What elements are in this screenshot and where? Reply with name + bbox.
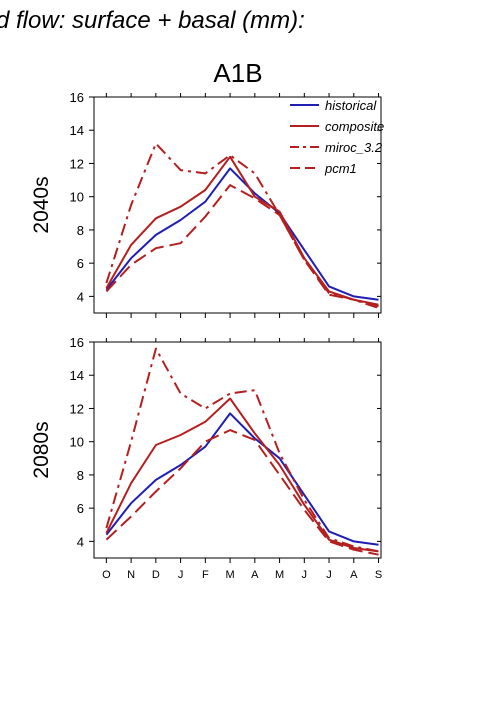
legend-label: miroc_3.2 [325,140,383,155]
x-tick-label: J [326,569,332,581]
x-tick-label: A [251,569,259,581]
x-tick-label: S [375,569,382,581]
series-line-historical [105,412,379,546]
panel-2080s: 4 6 8 10 12 14 16 O N D J F M A M J J A S 2080s [30,335,382,581]
series-line-composite [105,397,379,553]
x-tick-label: O [102,569,111,581]
y-tick-label: 12 [70,401,84,416]
x-tick-label: M [275,569,284,581]
series-line-pcm1 [105,184,379,308]
scenario-title: A1B [213,58,262,88]
panel-label: 2040s [30,176,53,233]
panel-label: 2080s [30,421,53,478]
y-tick-label: 14 [70,123,84,138]
y-tick-label: 8 [77,223,84,238]
page-title: d flow: surface + basal (mm): [0,7,305,34]
y-tick-label: 16 [70,90,84,105]
series-line-miroc-3-2 [105,142,379,309]
series-line-composite [105,155,379,306]
y-tick-label: 10 [70,435,84,450]
legend-label: historical [325,98,377,113]
x-tick-label: F [202,569,209,581]
legend-label: pcm1 [324,161,357,176]
y-tick-label: 16 [70,335,84,350]
y-tick-label: 10 [70,190,84,205]
plot-frame [93,341,382,559]
series-line-historical [105,167,379,301]
y-tick-label: 4 [77,534,84,549]
y-tick-label: 8 [77,468,84,483]
legend: historical composite miroc_3.2 pcm1 [290,98,384,176]
series-line-pcm1 [105,429,379,556]
y-tick-label: 6 [77,501,84,516]
legend-label: composite [325,119,384,134]
series-line-miroc-3-2 [105,347,379,553]
x-tick-label: N [127,569,135,581]
x-tick-label: D [152,569,160,581]
y-tick-label: 4 [77,289,84,304]
x-tick-label: A [350,569,358,581]
y-tick-label: 6 [77,256,84,271]
panel-2040s: 4 6 8 10 12 14 16 2040s [30,90,382,318]
x-tick-label: J [302,569,308,581]
y-tick-label: 12 [70,156,84,171]
plot-frame [93,96,382,314]
x-tick-label: J [178,569,184,581]
x-tick-label: M [225,569,234,581]
y-tick-label: 14 [70,368,84,383]
